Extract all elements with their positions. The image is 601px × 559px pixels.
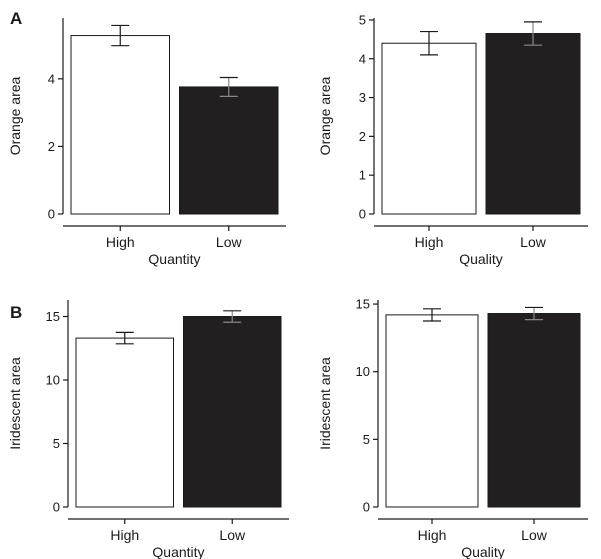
bar-low bbox=[485, 33, 581, 215]
bar-high bbox=[385, 314, 479, 508]
y-tick-label: 15 bbox=[356, 297, 370, 312]
y-tick-label: 10 bbox=[46, 373, 60, 388]
x-tick-label: High bbox=[106, 234, 135, 250]
y-tick-label: 0 bbox=[363, 500, 370, 515]
x-tick-label: High bbox=[418, 527, 447, 543]
x-tick-label: Low bbox=[521, 527, 548, 543]
bar-low bbox=[487, 313, 581, 508]
chart-a-right: 0 1 2 3 4 5 High Low Quality Orange area bbox=[317, 12, 588, 267]
bar-high bbox=[75, 337, 174, 508]
y-axis-title: Iridescent area bbox=[7, 357, 23, 450]
x-axis-title: Quantity bbox=[148, 251, 200, 267]
y-tick-label: 1 bbox=[359, 168, 366, 183]
y-tick-label: 5 bbox=[359, 12, 366, 27]
bar-low bbox=[179, 86, 279, 215]
y-tick-label: 4 bbox=[48, 71, 55, 86]
y-tick-label: 10 bbox=[356, 364, 370, 379]
panel-label-a: A bbox=[10, 9, 22, 28]
y-axis-title: Orange area bbox=[317, 76, 333, 155]
x-tick-label: Low bbox=[216, 234, 243, 250]
y-tick-label: 5 bbox=[363, 432, 370, 447]
chart-b-right: 0 5 10 15 High Low Quality Iridescent area bbox=[317, 297, 588, 559]
y-tick-label: 4 bbox=[359, 51, 366, 66]
x-tick-label: High bbox=[415, 234, 444, 250]
y-tick-label: 0 bbox=[48, 207, 55, 222]
y-tick-label: 15 bbox=[46, 309, 60, 324]
y-axis-title: Iridescent area bbox=[317, 357, 333, 450]
bar-low bbox=[183, 316, 282, 508]
x-axis-title: Quantity bbox=[152, 544, 204, 559]
y-tick-label: 0 bbox=[359, 207, 366, 222]
y-tick-label: 2 bbox=[359, 129, 366, 144]
charts-container: 0 2 4 High Low Quantity Orange area 0 1 2 3 4 5 High L… bbox=[7, 12, 588, 559]
bar-high bbox=[381, 42, 477, 215]
panel-label-b: B bbox=[10, 303, 22, 322]
chart-a-left: 0 2 4 High Low Quantity Orange area bbox=[7, 18, 286, 267]
y-tick-label: 3 bbox=[359, 90, 366, 105]
x-axis-title: Quality bbox=[461, 544, 505, 559]
bar-high bbox=[70, 35, 170, 215]
y-tick-label: 5 bbox=[53, 436, 60, 451]
x-axis-title: Quality bbox=[459, 251, 503, 267]
y-axis-title: Orange area bbox=[7, 76, 23, 155]
y-tick-label: 0 bbox=[53, 500, 60, 515]
x-tick-label: Low bbox=[219, 527, 246, 543]
y-tick-label: 2 bbox=[48, 139, 55, 154]
x-tick-label: Low bbox=[520, 234, 547, 250]
chart-b-left: 0 5 10 15 High Low Quantity Iridescent area bbox=[7, 300, 289, 559]
x-tick-label: High bbox=[110, 527, 139, 543]
